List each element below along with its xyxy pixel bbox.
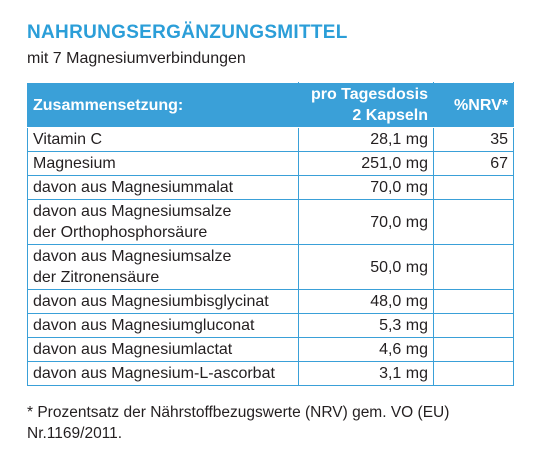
column-header: %NRV* bbox=[433, 82, 514, 128]
table-row: davon aus Magnesiumsalze der Orthophospho… bbox=[27, 199, 514, 245]
table-row: davon aus Magnesiummalat 70,0 mg bbox=[27, 175, 514, 200]
table-row: davon aus Magnesiumbisglycinat 48,0 mg bbox=[27, 289, 514, 314]
nrv-cell: 67 bbox=[433, 151, 514, 176]
amount-cell: 70,0 mg bbox=[298, 199, 434, 245]
text-line: davon aus Magnesiumsalze bbox=[33, 203, 232, 220]
nrv-cell bbox=[433, 199, 514, 245]
name-cell: Magnesium bbox=[27, 151, 299, 176]
amount-cell: 251,0 mg bbox=[298, 151, 434, 176]
name-cell: davon aus Magnesiumgluconat bbox=[27, 313, 299, 338]
table: Zusammensetzung: pro Tagesdosis 2 Kapseln%… bbox=[27, 82, 514, 386]
text-line: Magnesium bbox=[33, 155, 116, 172]
table-row: Magnesium 251,0 mg 67 bbox=[27, 151, 514, 176]
amount-cell: 3,1 mg bbox=[298, 361, 434, 386]
text-line: davon aus Magnesiummalat bbox=[33, 179, 234, 196]
table-row: Vitamin C 28,1 mg 35 bbox=[27, 127, 514, 152]
text-line: davon aus Magnesiumsalze bbox=[33, 248, 232, 265]
header-row: Zusammensetzung: pro Tagesdosis 2 Kapseln%… bbox=[27, 82, 514, 128]
text-line: Vitamin C bbox=[33, 131, 103, 148]
nrv-cell bbox=[433, 361, 514, 386]
nrv-cell bbox=[433, 289, 514, 314]
name-cell: davon aus Magnesium-L-ascorbat bbox=[27, 361, 299, 386]
text-line: pro Tagesdosis bbox=[310, 86, 428, 103]
nrv-cell bbox=[433, 337, 514, 362]
text-line: davon aus Magnesiumgluconat bbox=[33, 317, 255, 334]
amount-cell: 48,0 mg bbox=[298, 289, 434, 314]
text-line: davon aus Magnesium-L-ascorbat bbox=[33, 365, 275, 382]
amount-cell: 4,6 mg bbox=[298, 337, 434, 362]
amount-cell: 70,0 mg bbox=[298, 175, 434, 200]
text-line: Zusammensetzung: bbox=[33, 96, 184, 114]
footnote: * Prozentsatz der Nährstoffbezugswerte (… bbox=[27, 404, 450, 442]
name-cell: davon aus Magnesiummalat bbox=[27, 175, 299, 200]
text-line: der Orthophosphorsäure bbox=[33, 224, 208, 241]
nrv-cell bbox=[433, 313, 514, 338]
text-line: der Zitronensäure bbox=[33, 269, 160, 286]
column-header: pro Tagesdosis 2 Kapseln bbox=[298, 82, 434, 128]
amount-cell: 50,0 mg bbox=[298, 244, 434, 290]
nrv-cell: 35 bbox=[433, 127, 514, 152]
table-row: davon aus Magnesium-L-ascorbat 3,1 mg bbox=[27, 361, 514, 386]
amount-cell: 28,1 mg bbox=[298, 127, 434, 152]
name-cell: davon aus Magnesiumlactat bbox=[27, 337, 299, 362]
name-cell: Vitamin C bbox=[27, 127, 299, 152]
name-cell: davon aus Magnesiumsalze der Zitronensäur… bbox=[27, 244, 299, 290]
amount-cell: 5,3 mg bbox=[298, 313, 434, 338]
nrv-cell bbox=[433, 244, 514, 290]
name-cell: davon aus Magnesiumsalze der Orthophospho… bbox=[27, 199, 299, 245]
text-line: davon aus Magnesiumlactat bbox=[33, 341, 233, 358]
subtitle: mit 7 Magnesiumverbindungen bbox=[27, 50, 246, 67]
text-line: %NRV* bbox=[454, 96, 508, 114]
table-row: davon aus Magnesiumgluconat 5,3 mg bbox=[27, 313, 514, 338]
column-header: Zusammensetzung: bbox=[27, 82, 299, 128]
nrv-cell bbox=[433, 175, 514, 200]
title: NAHRUNGSERGÄNZUNGSMITTEL bbox=[27, 22, 348, 43]
text-line: davon aus Magnesiumbisglycinat bbox=[33, 293, 269, 310]
text-line: 2 Kapseln bbox=[352, 107, 428, 124]
table-row: davon aus Magnesiumlactat 4,6 mg bbox=[27, 337, 514, 362]
table-row: davon aus Magnesiumsalze der Zitronensäur… bbox=[27, 244, 514, 290]
name-cell: davon aus Magnesiumbisglycinat bbox=[27, 289, 299, 314]
